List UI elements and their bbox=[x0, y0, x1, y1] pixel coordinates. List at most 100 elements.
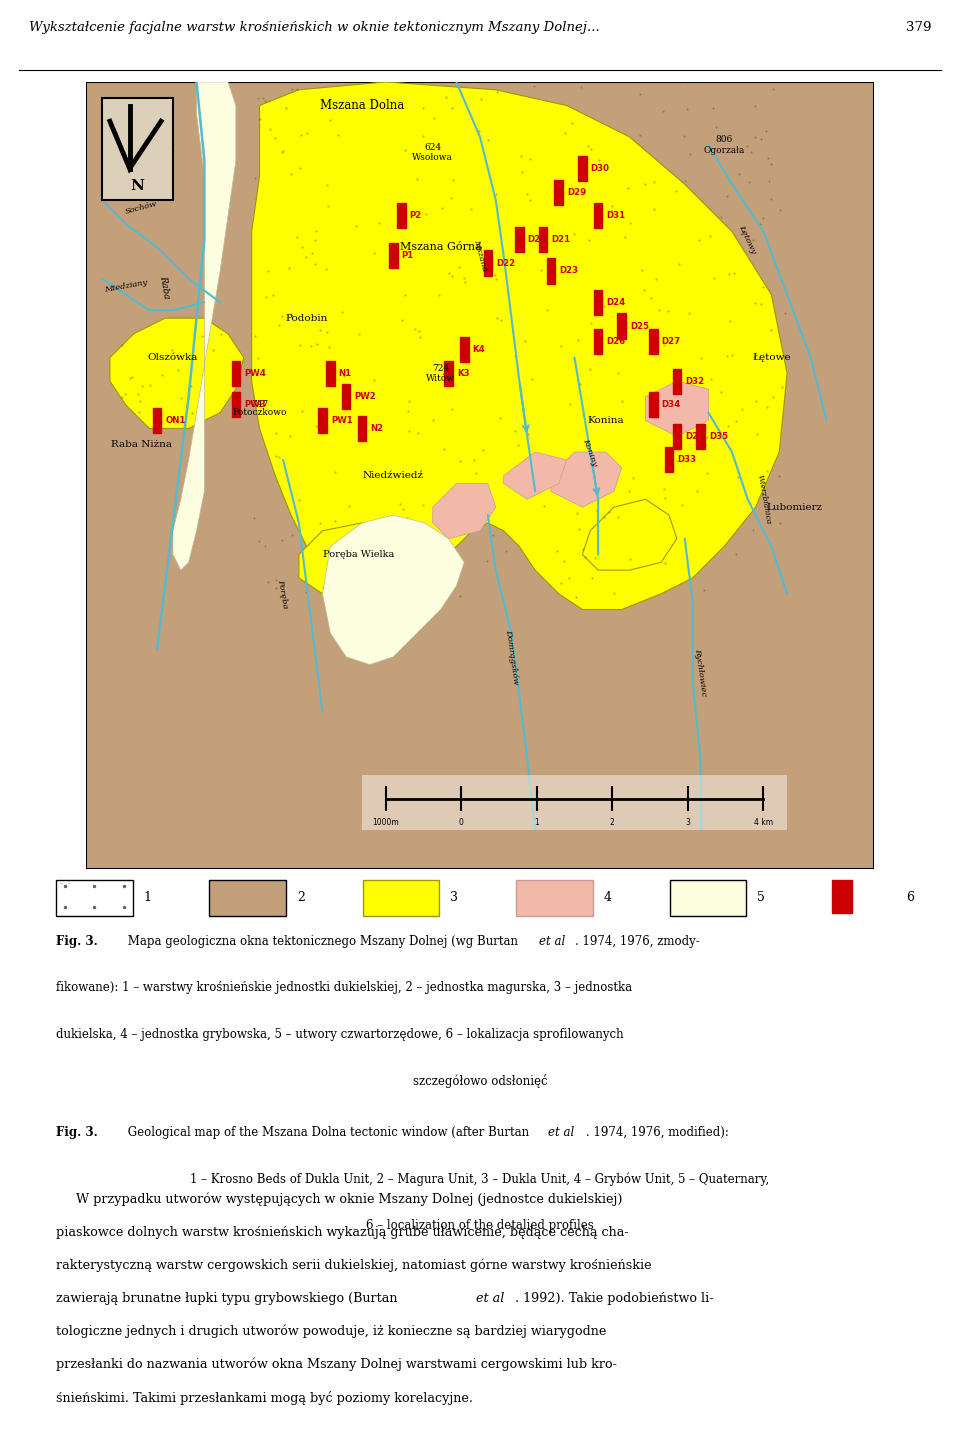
Text: 724
Witów: 724 Witów bbox=[426, 364, 455, 384]
Text: PW4: PW4 bbox=[244, 369, 266, 378]
Text: Mszana Górna: Mszana Górna bbox=[399, 243, 482, 253]
Text: 4: 4 bbox=[604, 891, 612, 904]
Bar bbox=[594, 329, 603, 355]
Text: Wierzbianica: Wierzbianica bbox=[756, 474, 772, 525]
Text: D20: D20 bbox=[528, 234, 546, 244]
Text: et al: et al bbox=[547, 1127, 574, 1140]
Text: 1: 1 bbox=[143, 891, 152, 904]
Text: W przypadku utworów występujących w oknie Mszany Dolnej (jednostce dukielskiej): W przypadku utworów występujących w okni… bbox=[56, 1193, 622, 1206]
Text: . 1974, 1976, zmody-: . 1974, 1976, zmody- bbox=[575, 934, 700, 947]
Bar bbox=[444, 361, 453, 387]
Bar bbox=[231, 361, 240, 387]
Text: D34: D34 bbox=[661, 401, 681, 410]
Polygon shape bbox=[433, 483, 495, 539]
Polygon shape bbox=[252, 82, 787, 609]
Bar bbox=[673, 368, 682, 394]
Text: Konina: Konina bbox=[588, 417, 624, 425]
Text: D32: D32 bbox=[685, 376, 705, 385]
Text: Niedźwiedź: Niedźwiedź bbox=[363, 471, 424, 480]
Text: . .: . . bbox=[60, 877, 71, 887]
Text: et al: et al bbox=[476, 1292, 505, 1305]
Text: przesłanki do nazwania utworów okna Mszany Dolnej warstwami cergowskimi lub kro-: przesłanki do nazwania utworów okna Msza… bbox=[56, 1358, 616, 1371]
Text: Potoczkowo: Potoczkowo bbox=[232, 408, 287, 417]
Text: D30: D30 bbox=[590, 164, 610, 172]
Text: Łętowy: Łętowy bbox=[737, 224, 757, 256]
Text: Mszana: Mszana bbox=[472, 239, 488, 272]
Bar bbox=[342, 384, 350, 410]
Bar bbox=[231, 392, 240, 417]
Polygon shape bbox=[583, 499, 677, 570]
Text: D23: D23 bbox=[559, 266, 578, 276]
Bar bbox=[578, 157, 587, 181]
Text: 624
Wsołowa: 624 Wsołowa bbox=[412, 144, 453, 162]
Bar bbox=[484, 250, 492, 276]
Text: D31: D31 bbox=[607, 211, 626, 220]
Polygon shape bbox=[173, 82, 236, 570]
Text: 2: 2 bbox=[297, 891, 304, 904]
Bar bbox=[664, 447, 673, 473]
Bar bbox=[460, 338, 468, 362]
Text: 806
Ogorzała: 806 Ogorzała bbox=[704, 135, 745, 155]
Text: fikowane): 1 – warstwy krośnieńskie jednostki dukielskiej, 2 – jednostka magursk: fikowane): 1 – warstwy krośnieńskie jedn… bbox=[56, 981, 632, 994]
Text: D28: D28 bbox=[685, 431, 705, 441]
Text: D21: D21 bbox=[551, 234, 570, 244]
Text: 1 – Krosno Beds of Dukla Unit, 2 – Magura Unit, 3 – Dukla Unit, 4 – Grybów Unit,: 1 – Krosno Beds of Dukla Unit, 2 – Magur… bbox=[190, 1173, 770, 1186]
Text: D27: D27 bbox=[661, 338, 681, 346]
Polygon shape bbox=[645, 381, 708, 437]
Text: P1: P1 bbox=[401, 250, 414, 260]
Text: Mszana Dolna: Mszana Dolna bbox=[320, 99, 404, 112]
Text: 747: 747 bbox=[251, 401, 268, 410]
Text: piaskowce dolnych warstw krośnieńskich wykazują grube uławicenie, będące cechą c: piaskowce dolnych warstw krośnieńskich w… bbox=[56, 1226, 629, 1239]
Bar bbox=[649, 392, 658, 417]
Text: D24: D24 bbox=[607, 297, 626, 308]
Text: szczegółowo odsłonięć: szczegółowo odsłonięć bbox=[413, 1075, 547, 1088]
Text: N: N bbox=[131, 178, 144, 193]
Text: Koniny: Koniny bbox=[582, 437, 599, 467]
Text: et al: et al bbox=[539, 934, 564, 947]
Bar bbox=[669, 879, 746, 915]
Text: Fig. 3.: Fig. 3. bbox=[56, 934, 98, 947]
Bar bbox=[649, 329, 658, 355]
Polygon shape bbox=[299, 523, 409, 593]
Polygon shape bbox=[109, 318, 244, 428]
Bar bbox=[516, 227, 524, 251]
Text: 1000m: 1000m bbox=[372, 818, 398, 828]
Text: 4 km: 4 km bbox=[754, 818, 773, 828]
Bar bbox=[357, 415, 366, 441]
Text: Mapa geologiczna okna tektonicznego Mszany Dolnej (wg Burtan: Mapa geologiczna okna tektonicznego Msza… bbox=[124, 934, 521, 947]
Text: Sochów: Sochów bbox=[125, 200, 158, 216]
Text: ▲ 626
Okrągła: ▲ 626 Okrągła bbox=[139, 128, 176, 147]
Text: N1: N1 bbox=[339, 369, 351, 378]
Polygon shape bbox=[323, 514, 465, 665]
Bar bbox=[326, 361, 335, 387]
Text: . 1992). Takie podobieństwo li-: . 1992). Takie podobieństwo li- bbox=[516, 1292, 713, 1305]
Bar bbox=[362, 775, 787, 831]
Bar bbox=[539, 227, 547, 251]
Bar bbox=[363, 879, 440, 915]
Text: PW1: PW1 bbox=[331, 417, 352, 425]
Text: D29: D29 bbox=[567, 188, 587, 197]
Text: Wykształcenie facjalne warstw krośnieńskich w oknie tektonicznym Mszany Dolnej..: Wykształcenie facjalne warstw krośnieńsk… bbox=[29, 22, 600, 34]
Text: 0: 0 bbox=[459, 818, 464, 828]
Bar bbox=[516, 879, 592, 915]
Text: Raba Niżna: Raba Niżna bbox=[111, 440, 172, 448]
Polygon shape bbox=[504, 453, 566, 499]
Bar bbox=[555, 180, 564, 204]
Text: PW2: PW2 bbox=[354, 392, 376, 401]
Text: 1: 1 bbox=[535, 818, 540, 828]
Bar bbox=[318, 408, 326, 433]
Polygon shape bbox=[551, 453, 622, 507]
Text: rakterystyczną warstw cergowskich serii dukielskiej, natomiast górne warstwy kro: rakterystyczną warstw cergowskich serii … bbox=[56, 1259, 652, 1272]
Text: . 1974, 1976, modified):: . 1974, 1976, modified): bbox=[587, 1127, 730, 1140]
Bar bbox=[617, 313, 626, 339]
Text: P2: P2 bbox=[410, 211, 421, 220]
Text: Olszówka: Olszówka bbox=[148, 354, 198, 362]
Bar bbox=[389, 243, 397, 267]
Bar bbox=[832, 879, 852, 912]
Text: Łętowe: Łętowe bbox=[752, 354, 791, 362]
Bar bbox=[546, 259, 555, 283]
Bar bbox=[209, 879, 286, 915]
Text: Poręba: Poręba bbox=[276, 579, 290, 609]
Text: 3: 3 bbox=[450, 891, 458, 904]
Text: D35: D35 bbox=[708, 431, 728, 441]
